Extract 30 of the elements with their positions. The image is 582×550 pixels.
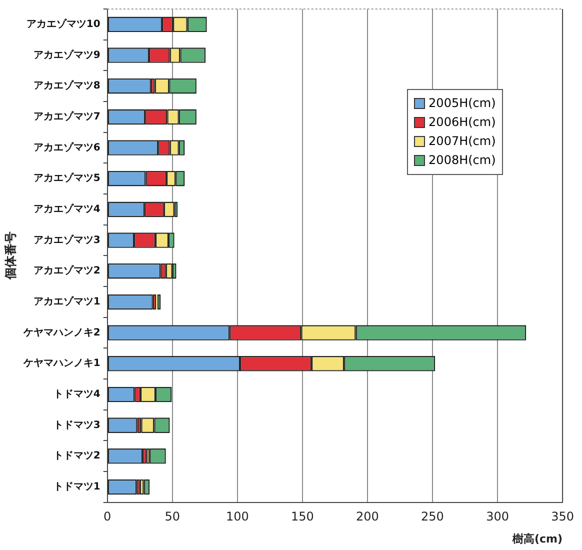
y-tick-label: トドマツ4 (53, 389, 100, 400)
y-tick-label: ケヤマハンノキ2 (22, 327, 100, 338)
y-tick-label: トドマツ1 (53, 482, 100, 493)
x-tick-label: 200 (356, 510, 379, 524)
y-tick-label: アカエゾマツ8 (33, 80, 100, 92)
y-tick-label: アカエゾマツ6 (33, 141, 100, 154)
y-tick-label: アカエゾマツ10 (26, 18, 100, 30)
x-tick-label: 250 (421, 510, 444, 524)
x-tick-label: 100 (226, 510, 249, 524)
y-tick-label: アカエゾマツ1 (33, 296, 100, 308)
y-tick-label: アカエゾマツ3 (33, 234, 100, 246)
x-tick-label: 150 (290, 510, 314, 524)
y-tick-label: アカエゾマツ9 (33, 48, 100, 61)
x-tick-label: 0 (104, 510, 112, 524)
legend-label: 2008H(cm) (428, 152, 496, 169)
x-tick-label: 300 (486, 510, 509, 524)
y-tick-label: アカエゾマツ5 (33, 172, 100, 184)
x-tick-label: 350 (551, 510, 574, 524)
y-tick-label: アカエゾマツ7 (33, 110, 100, 123)
legend-label: 2006H(cm) (428, 114, 496, 131)
y-tick-label: トドマツ3 (53, 420, 100, 431)
y-tick-label: ケヤマハンノキ1 (22, 358, 100, 370)
y-tick-label: アカエゾマツ4 (33, 203, 100, 216)
y-tick-label: アカエゾマツ2 (33, 264, 100, 277)
x-tick-label: 50 (164, 510, 180, 524)
y-axis-title: 個体番号 (3, 232, 18, 281)
legend-label: 2005H(cm) (428, 95, 496, 112)
y-tick-label: トドマツ2 (53, 450, 100, 462)
legend-label: 2007H(cm) (428, 133, 496, 150)
x-axis-title: 樹高(cm) (512, 532, 563, 546)
